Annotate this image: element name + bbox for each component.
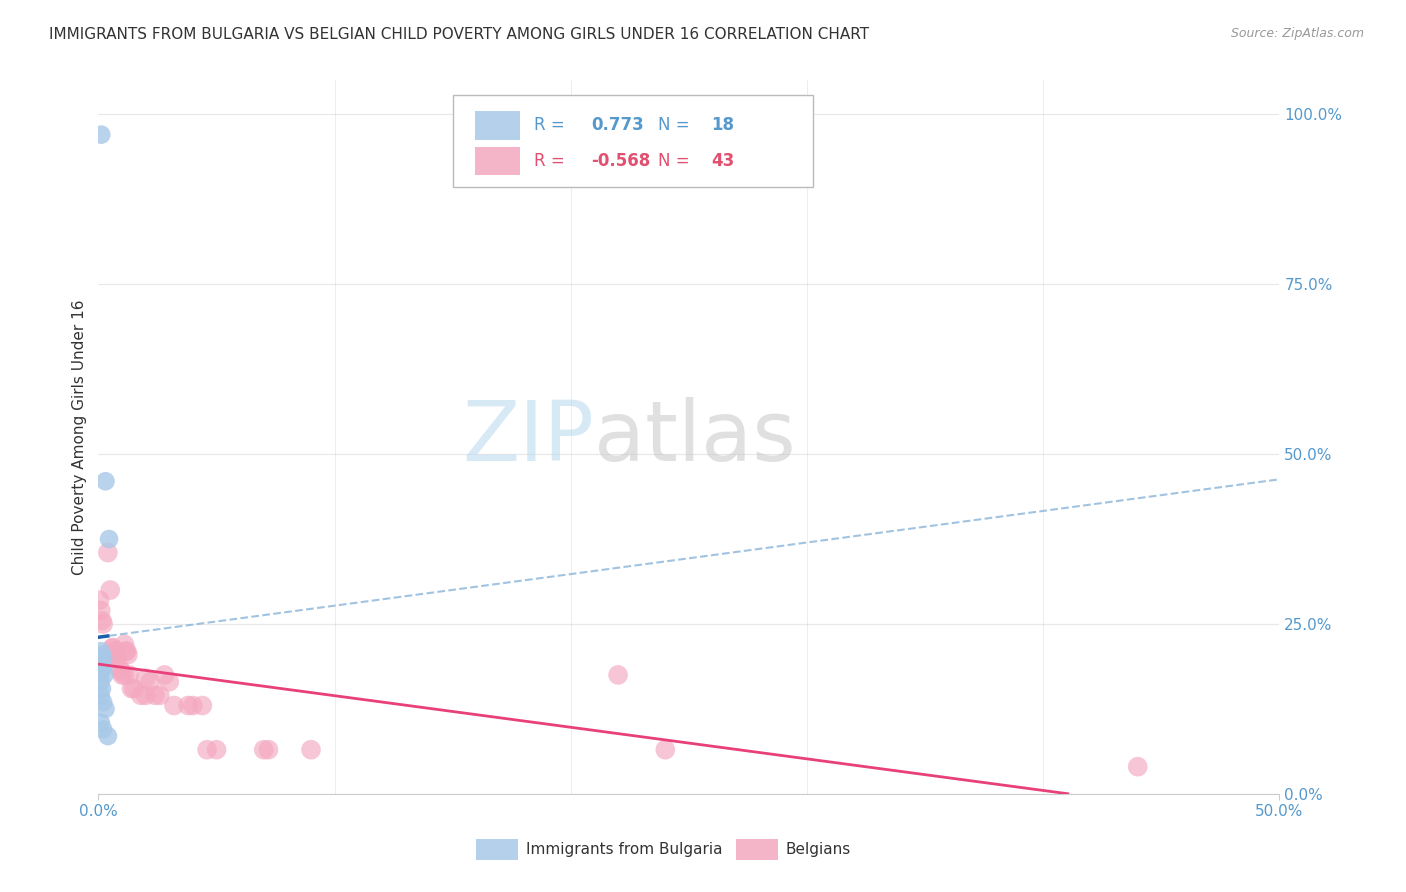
Point (112, 668, 135, 682)
Point (118, 668, 141, 682)
Point (90, 674, 112, 689)
Text: N =: N = (658, 152, 695, 169)
Y-axis label: Child Poverty Among Girls Under 16: Child Poverty Among Girls Under 16 (72, 300, 87, 574)
Point (90, 665, 112, 679)
Point (654, 742, 676, 756)
Point (94, 475, 117, 489)
Point (191, 698, 214, 713)
Point (205, 742, 228, 756)
Point (91, 681, 114, 696)
Point (91, 661, 114, 675)
Text: Belgians: Belgians (786, 842, 851, 857)
Point (253, 742, 276, 756)
Point (90, 715, 112, 730)
Text: 43: 43 (711, 152, 734, 169)
Point (114, 644, 136, 658)
Point (143, 689, 166, 703)
Point (607, 668, 630, 682)
Point (104, 644, 127, 658)
Point (139, 674, 162, 689)
Text: Source: ZipAtlas.com: Source: ZipAtlas.com (1230, 27, 1364, 40)
Point (195, 742, 218, 756)
Point (91, 723, 114, 737)
Point (91, 648, 114, 662)
FancyBboxPatch shape (477, 838, 517, 860)
Point (181, 698, 204, 713)
Text: N =: N = (658, 116, 695, 134)
Text: Immigrants from Bulgaria: Immigrants from Bulgaria (526, 842, 723, 857)
Point (101, 640, 124, 655)
Text: atlas: atlas (595, 397, 796, 477)
FancyBboxPatch shape (453, 95, 813, 187)
Point (90, 644, 112, 658)
Point (299, 742, 322, 756)
Text: -0.568: -0.568 (591, 152, 650, 169)
Point (90, 128, 112, 142)
Text: 0.773: 0.773 (591, 116, 644, 134)
Point (97, 729, 120, 743)
Point (97, 546, 120, 560)
Point (98, 532, 121, 546)
Point (149, 689, 172, 703)
Text: ZIP: ZIP (463, 397, 595, 477)
Point (94, 702, 117, 716)
Point (1126, 760, 1149, 774)
FancyBboxPatch shape (737, 838, 778, 860)
Text: R =: R = (534, 116, 571, 134)
Point (112, 637, 135, 651)
Point (157, 674, 180, 689)
Point (91, 695, 114, 709)
Text: R =: R = (534, 152, 571, 169)
Point (89, 593, 111, 607)
Point (101, 640, 124, 655)
Point (110, 665, 132, 679)
Point (117, 648, 139, 662)
Text: IMMIGRANTS FROM BULGARIA VS BELGIAN CHILD POVERTY AMONG GIRLS UNDER 16 CORRELATI: IMMIGRANTS FROM BULGARIA VS BELGIAN CHIL… (49, 27, 869, 42)
Point (91, 651, 114, 665)
Point (135, 689, 157, 703)
Point (98, 582, 121, 597)
Point (90, 654, 112, 668)
Point (121, 681, 143, 696)
Point (93, 668, 115, 682)
Point (115, 644, 138, 658)
Point (129, 689, 152, 703)
FancyBboxPatch shape (475, 146, 520, 175)
Point (257, 742, 280, 756)
Point (105, 648, 128, 662)
Point (177, 698, 200, 713)
Point (105, 651, 128, 665)
Point (163, 698, 186, 713)
FancyBboxPatch shape (475, 111, 520, 139)
Point (111, 668, 134, 682)
Point (103, 644, 125, 658)
Point (90, 603, 112, 617)
Point (153, 668, 176, 682)
Point (122, 681, 145, 696)
Point (90, 689, 112, 703)
Point (108, 661, 131, 675)
Point (91, 617, 114, 632)
Point (91, 614, 114, 628)
Point (135, 671, 157, 685)
Text: 18: 18 (711, 116, 734, 134)
